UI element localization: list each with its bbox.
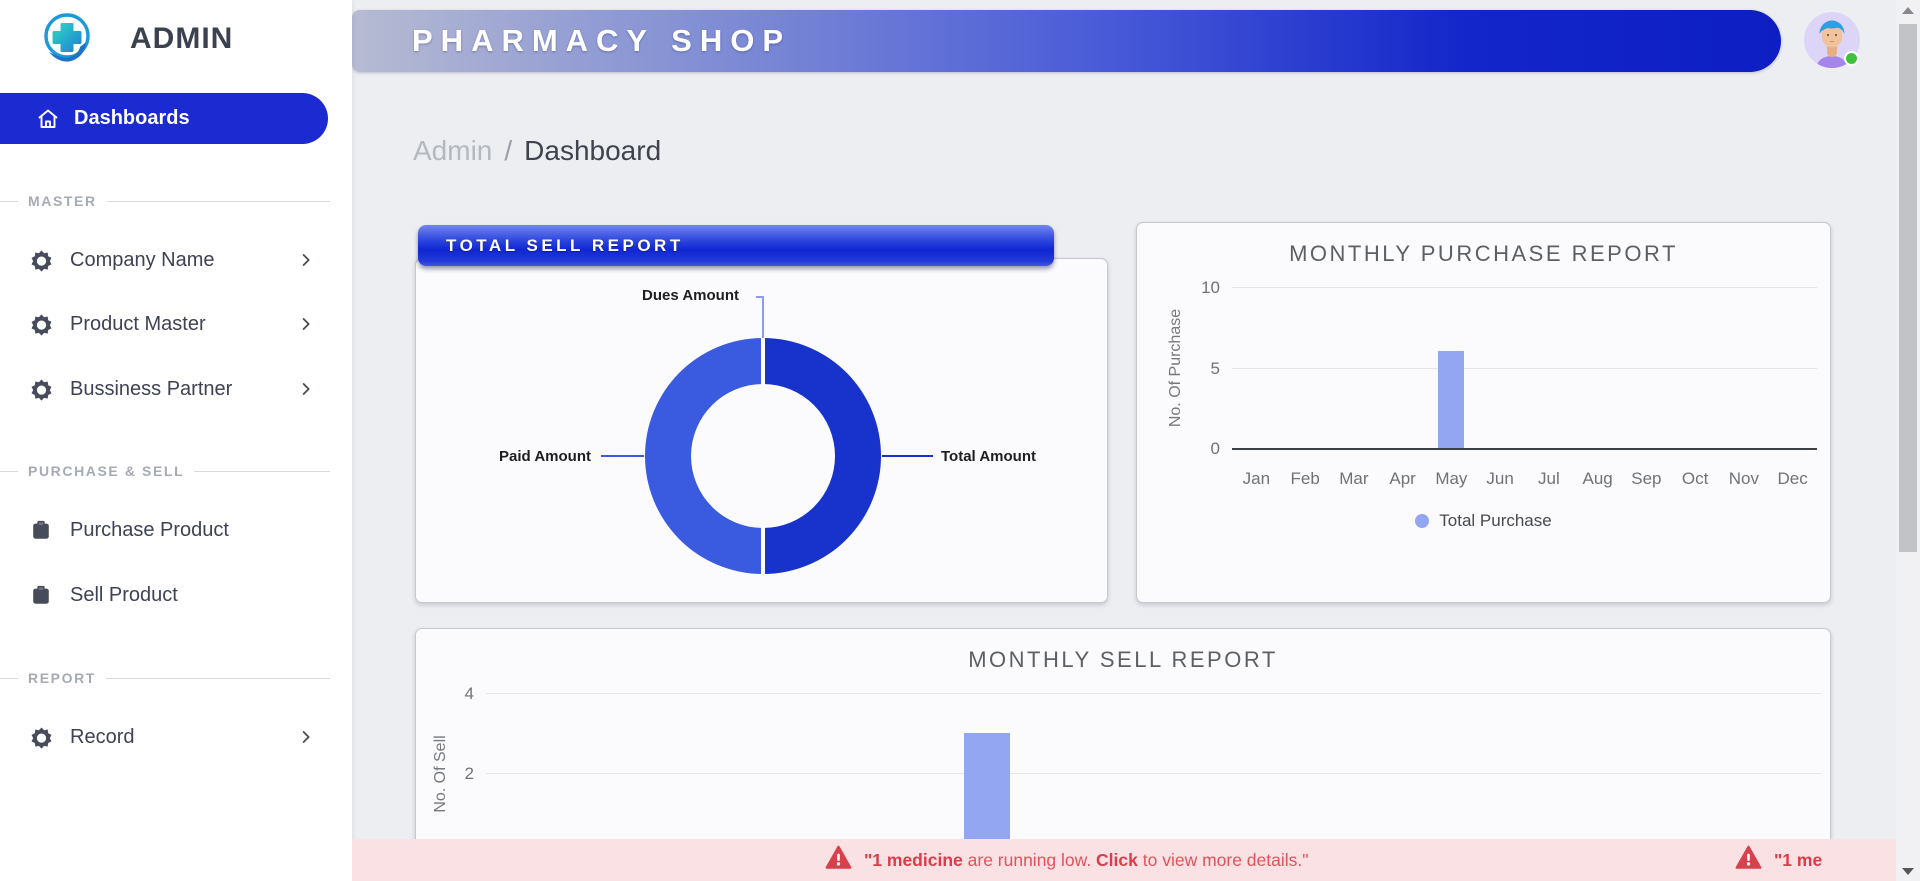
x-tick-label: Jul xyxy=(1538,469,1560,488)
clipboard-icon xyxy=(30,583,54,607)
gridline xyxy=(486,693,1821,694)
gridline xyxy=(1232,287,1817,288)
x-tick-label: Aug xyxy=(1582,469,1613,488)
alert-message[interactable]: "1 medicine are running low. Click to vi… xyxy=(825,839,1308,881)
low-stock-alert-bar: "1 medicine are running low. Click to vi… xyxy=(352,839,1896,881)
breadcrumb-current-page: Dashboard xyxy=(524,135,662,166)
sidebar-section-header: PURCHASE & SELL xyxy=(0,461,352,481)
page-scrollbar[interactable] xyxy=(1896,0,1920,881)
clipboard-icon xyxy=(30,518,54,542)
y-tick-label: 2 xyxy=(464,764,474,783)
home-icon xyxy=(36,107,60,131)
badge-icon xyxy=(30,725,54,749)
chevron-right-icon xyxy=(298,252,314,268)
y-tick-label: 4 xyxy=(464,684,474,703)
x-tick-label: Oct xyxy=(1681,469,1709,488)
sidebar-item-product-master[interactable]: Product Master xyxy=(0,304,352,344)
donut-label-dues: Dues Amount xyxy=(642,287,739,304)
donut-gap-top xyxy=(761,338,765,388)
x-tick-label: Feb xyxy=(1290,469,1320,488)
x-tick-label: Mar xyxy=(1339,469,1369,488)
x-tick-label: Apr xyxy=(1389,469,1416,488)
x-tick-label: Jun xyxy=(1486,469,1514,488)
sidebar-item-purchase-product[interactable]: Purchase Product xyxy=(0,510,352,550)
donut-callout-total xyxy=(882,455,933,457)
pharmacy-logo-icon xyxy=(37,8,101,72)
online-status-dot xyxy=(1844,51,1859,66)
chevron-right-icon xyxy=(298,729,314,745)
bar-may[interactable] xyxy=(963,733,1010,853)
app-title: PHARMACY SHOP xyxy=(412,23,792,58)
sidebar-item-record[interactable]: Record xyxy=(0,717,352,757)
arrow-up-icon xyxy=(1902,6,1914,14)
badge-icon xyxy=(30,248,54,272)
breadcrumb-separator: / xyxy=(504,135,513,166)
sidebar-item-label: Dashboards xyxy=(74,107,190,129)
sidebar-section-header: MASTER xyxy=(0,191,352,211)
gridline xyxy=(486,773,1821,774)
x-tick-label: Dec xyxy=(1777,469,1808,488)
alert-message-overflow[interactable]: "1 me xyxy=(1735,839,1822,881)
brand-text: ADMIN xyxy=(130,22,234,55)
scrollbar-thumb[interactable] xyxy=(1899,24,1917,552)
donut-hole xyxy=(691,384,835,528)
donut-callout-dues-h xyxy=(756,296,764,298)
warning-icon xyxy=(1735,844,1762,876)
x-tick-label: May xyxy=(1435,469,1468,488)
sidebar-item-dashboards[interactable]: Dashboards xyxy=(0,93,328,144)
purchase-legend[interactable]: Total Purchase xyxy=(1137,511,1830,531)
donut-gap-bottom xyxy=(761,524,765,574)
sidebar-section-header: REPORT xyxy=(0,668,352,688)
donut-callout-dues-v xyxy=(762,296,764,338)
x-tick-label: Sep xyxy=(1631,469,1662,488)
arrow-down-icon xyxy=(1902,867,1914,875)
sidebar-item-sell-product[interactable]: Sell Product xyxy=(0,575,352,615)
donut-label-paid: Paid Amount xyxy=(499,448,591,465)
y-tick-label: 10 xyxy=(1201,278,1220,297)
total-sell-report-title: TOTAL SELL REPORT xyxy=(446,235,684,255)
x-axis-line xyxy=(1232,448,1817,450)
user-avatar[interactable] xyxy=(1804,12,1860,68)
y-tick-label: 5 xyxy=(1210,358,1220,378)
donut-callout-paid xyxy=(601,455,644,457)
total-sell-report-header: TOTAL SELL REPORT xyxy=(418,225,1054,266)
x-tick-label: Jan xyxy=(1242,469,1271,488)
warning-icon xyxy=(825,844,852,876)
alert-text: "1 medicine are running low. Click to vi… xyxy=(864,849,1309,870)
y-tick-label: 0 xyxy=(1210,439,1220,458)
breadcrumb-section[interactable]: Admin xyxy=(413,135,493,166)
badge-icon xyxy=(30,377,54,401)
bar-may[interactable] xyxy=(1438,351,1465,448)
legend-dot xyxy=(1415,514,1430,528)
sidebar-item-bussiness-partner[interactable]: Bussiness Partner xyxy=(0,369,352,409)
app-header-banner: PHARMACY SHOP xyxy=(352,10,1781,72)
monthly-purchase-report-card: MONTHLY PURCHASE REPORT No. Of Purchase … xyxy=(1136,222,1831,603)
scrollbar-down-button[interactable] xyxy=(1896,861,1920,881)
alert-text: "1 me xyxy=(1774,849,1823,870)
x-tick-label: Nov xyxy=(1728,469,1759,488)
sidebar: ADMIN Dashboards MASTER Company Name Produ… xyxy=(0,0,352,881)
badge-icon xyxy=(30,312,54,336)
monthly-sell-title: MONTHLY SELL REPORT xyxy=(968,647,1278,672)
scrollbar-up-button[interactable] xyxy=(1896,0,1920,20)
monthly-purchase-title: MONTHLY PURCHASE REPORT xyxy=(1289,241,1678,266)
chevron-right-icon xyxy=(298,381,314,397)
legend-label: Total Purchase xyxy=(1439,511,1552,530)
chevron-right-icon xyxy=(298,316,314,332)
sidebar-item-company-name[interactable]: Company Name xyxy=(0,240,352,280)
total-sell-report-card: Dues Amount Paid Amount Total Amount xyxy=(415,258,1108,603)
donut-label-total: Total Amount xyxy=(941,448,1036,465)
gridline xyxy=(1232,367,1817,369)
breadcrumb: Admin / Dashboard xyxy=(413,135,661,167)
